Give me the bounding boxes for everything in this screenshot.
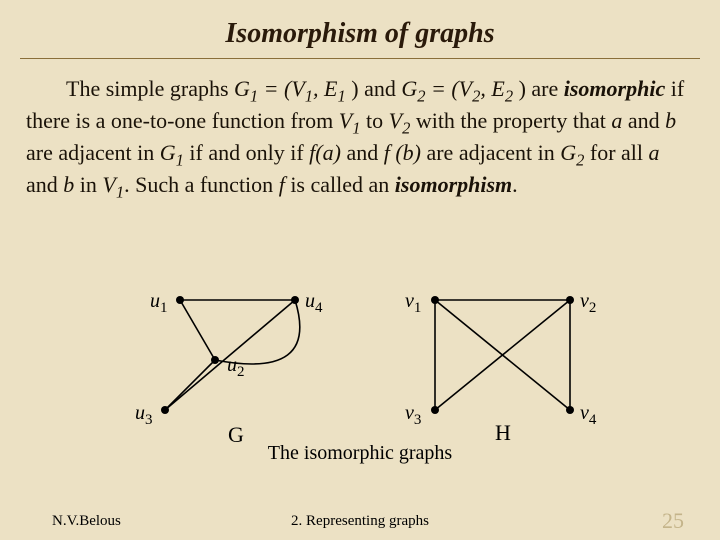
node-label-v1: v1: [405, 290, 421, 317]
figure-caption: The isomorphic graphs: [0, 442, 720, 465]
node-label-u4: u4: [305, 290, 323, 317]
node-label-u2: u2: [227, 354, 245, 381]
page-number: 25: [662, 508, 684, 534]
graphs-figure: u1u4u2u3v1v2v3v4 G H The isomorphic grap…: [0, 270, 720, 490]
node-label-u3: u3: [135, 402, 153, 429]
node-label-u1: u1: [150, 290, 168, 317]
node-label-v4: v4: [580, 402, 596, 429]
slide-title: Isomorphism of graphs: [20, 0, 700, 59]
node-label-v2: v2: [580, 290, 596, 317]
definition-paragraph: The simple graphs G1 = (V1, E1 ) and G2 …: [0, 59, 720, 203]
footer-topic: 2. Representing graphs: [0, 513, 720, 530]
node-label-v3: v3: [405, 402, 421, 429]
